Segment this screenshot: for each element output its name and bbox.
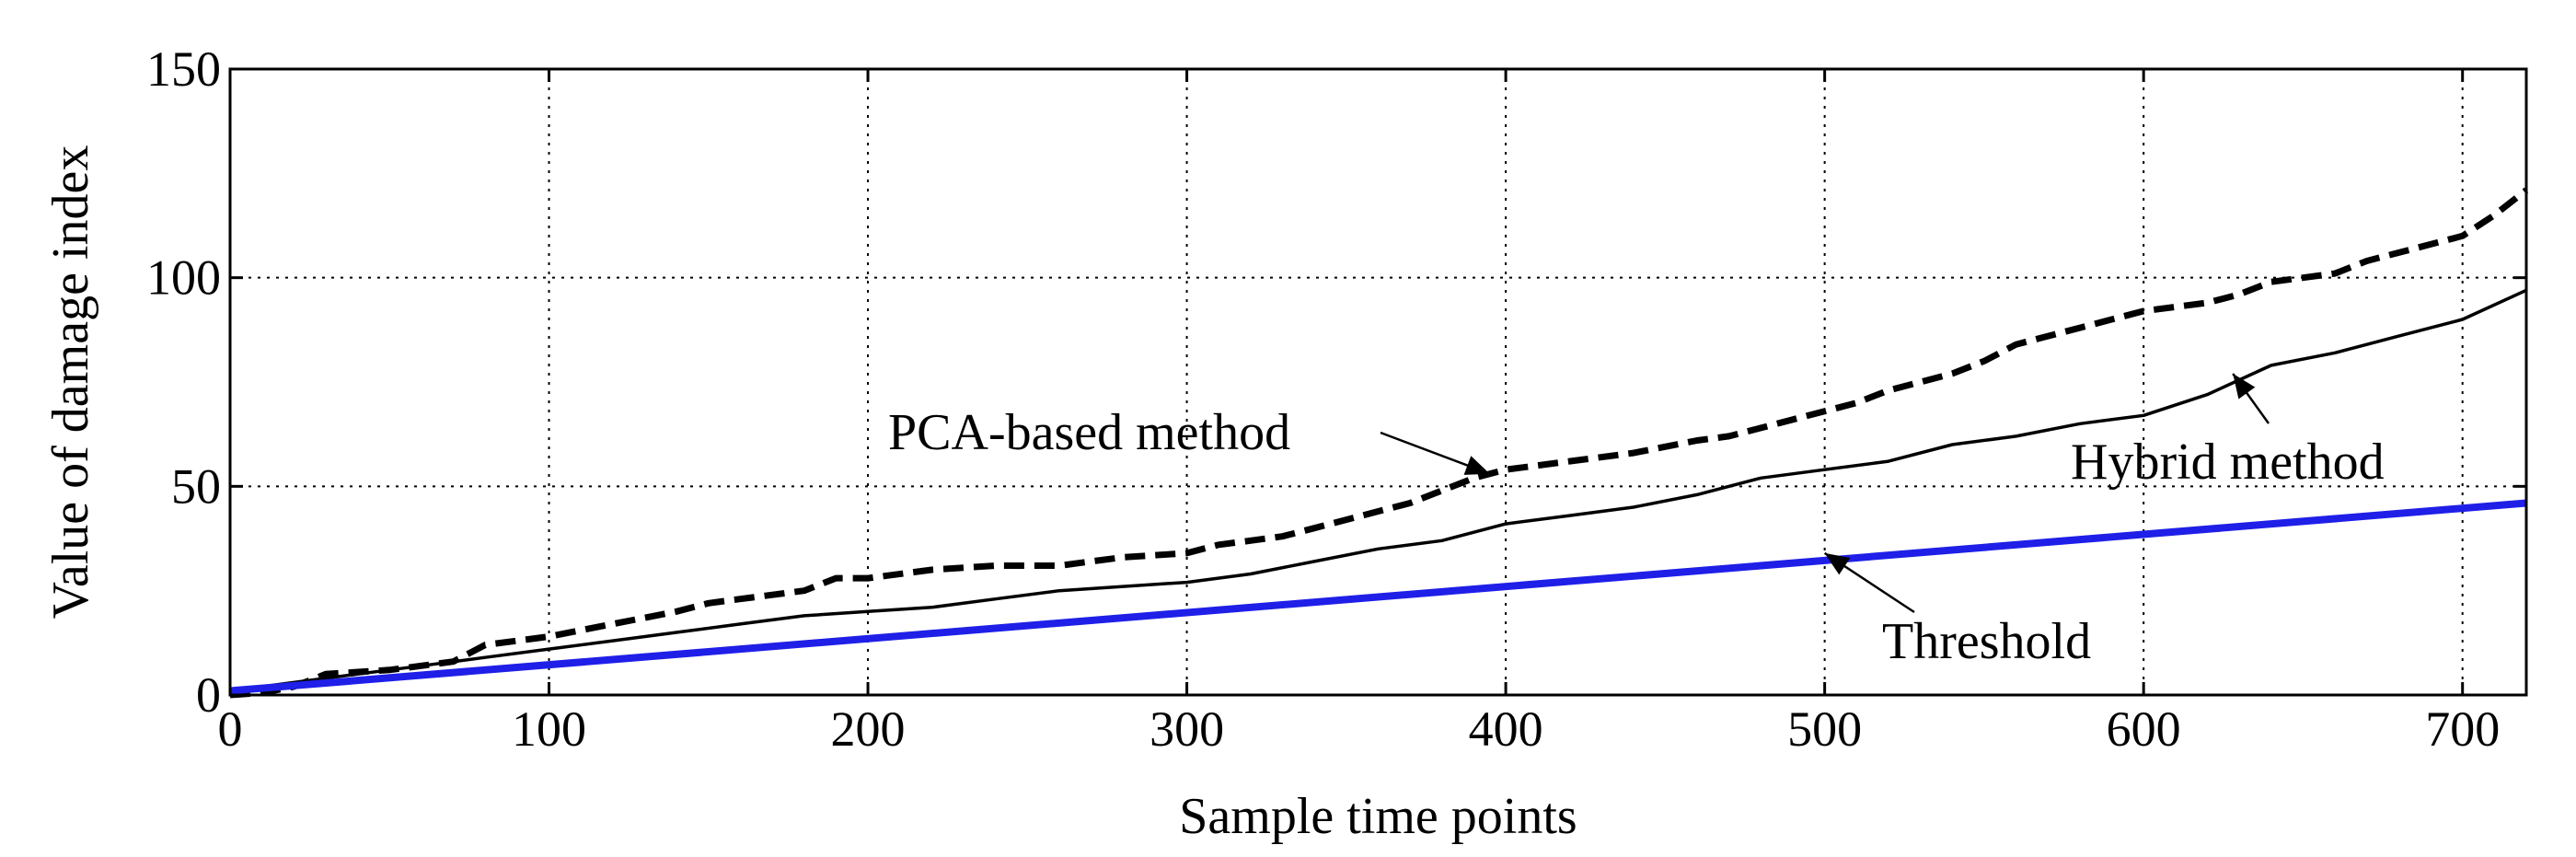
annotation-arrow-head-0: [1463, 456, 1490, 475]
y-tick-label-50: 50: [171, 458, 221, 514]
x-tick-label-400: 400: [1469, 701, 1543, 757]
grid: [230, 69, 2526, 695]
series-line-hybrid-method: [229, 288, 2527, 693]
x-tick-label-200: 200: [831, 701, 906, 757]
y-tick-label-150: 150: [146, 41, 221, 97]
series-line-threshold: [229, 499, 2527, 695]
y-axis-label: Value of damage index: [42, 145, 99, 620]
series-group: [229, 187, 2529, 699]
annotation-arrow-head-2: [1824, 552, 1851, 575]
x-axis-label: Sample time points: [1179, 788, 1577, 845]
y-tick-label-0: 0: [196, 667, 221, 723]
annotation-pca-based-method: PCA-based method: [888, 404, 1290, 461]
x-tick-label-0: 0: [218, 701, 243, 757]
x-tick-label-500: 500: [1787, 701, 1862, 757]
y-tick-label-100: 100: [146, 250, 221, 306]
plot-frame: [228, 67, 2528, 697]
annotation-hybrid-method: Hybrid method: [2071, 434, 2385, 491]
x-tick-label-700: 700: [2425, 701, 2500, 757]
x-tick-label-300: 300: [1149, 701, 1224, 757]
annotation-threshold: Threshold: [1882, 613, 2091, 670]
series-line-pca-based-method: [229, 187, 2529, 699]
x-tick-label-600: 600: [2107, 701, 2181, 757]
ticks: 0 100 200 300 400 500 600 700 0 50 100 150: [146, 41, 2526, 757]
annotations: [1380, 373, 2270, 614]
annotation-arrow-head-1: [2233, 373, 2256, 400]
x-tick-label-100: 100: [512, 701, 586, 757]
